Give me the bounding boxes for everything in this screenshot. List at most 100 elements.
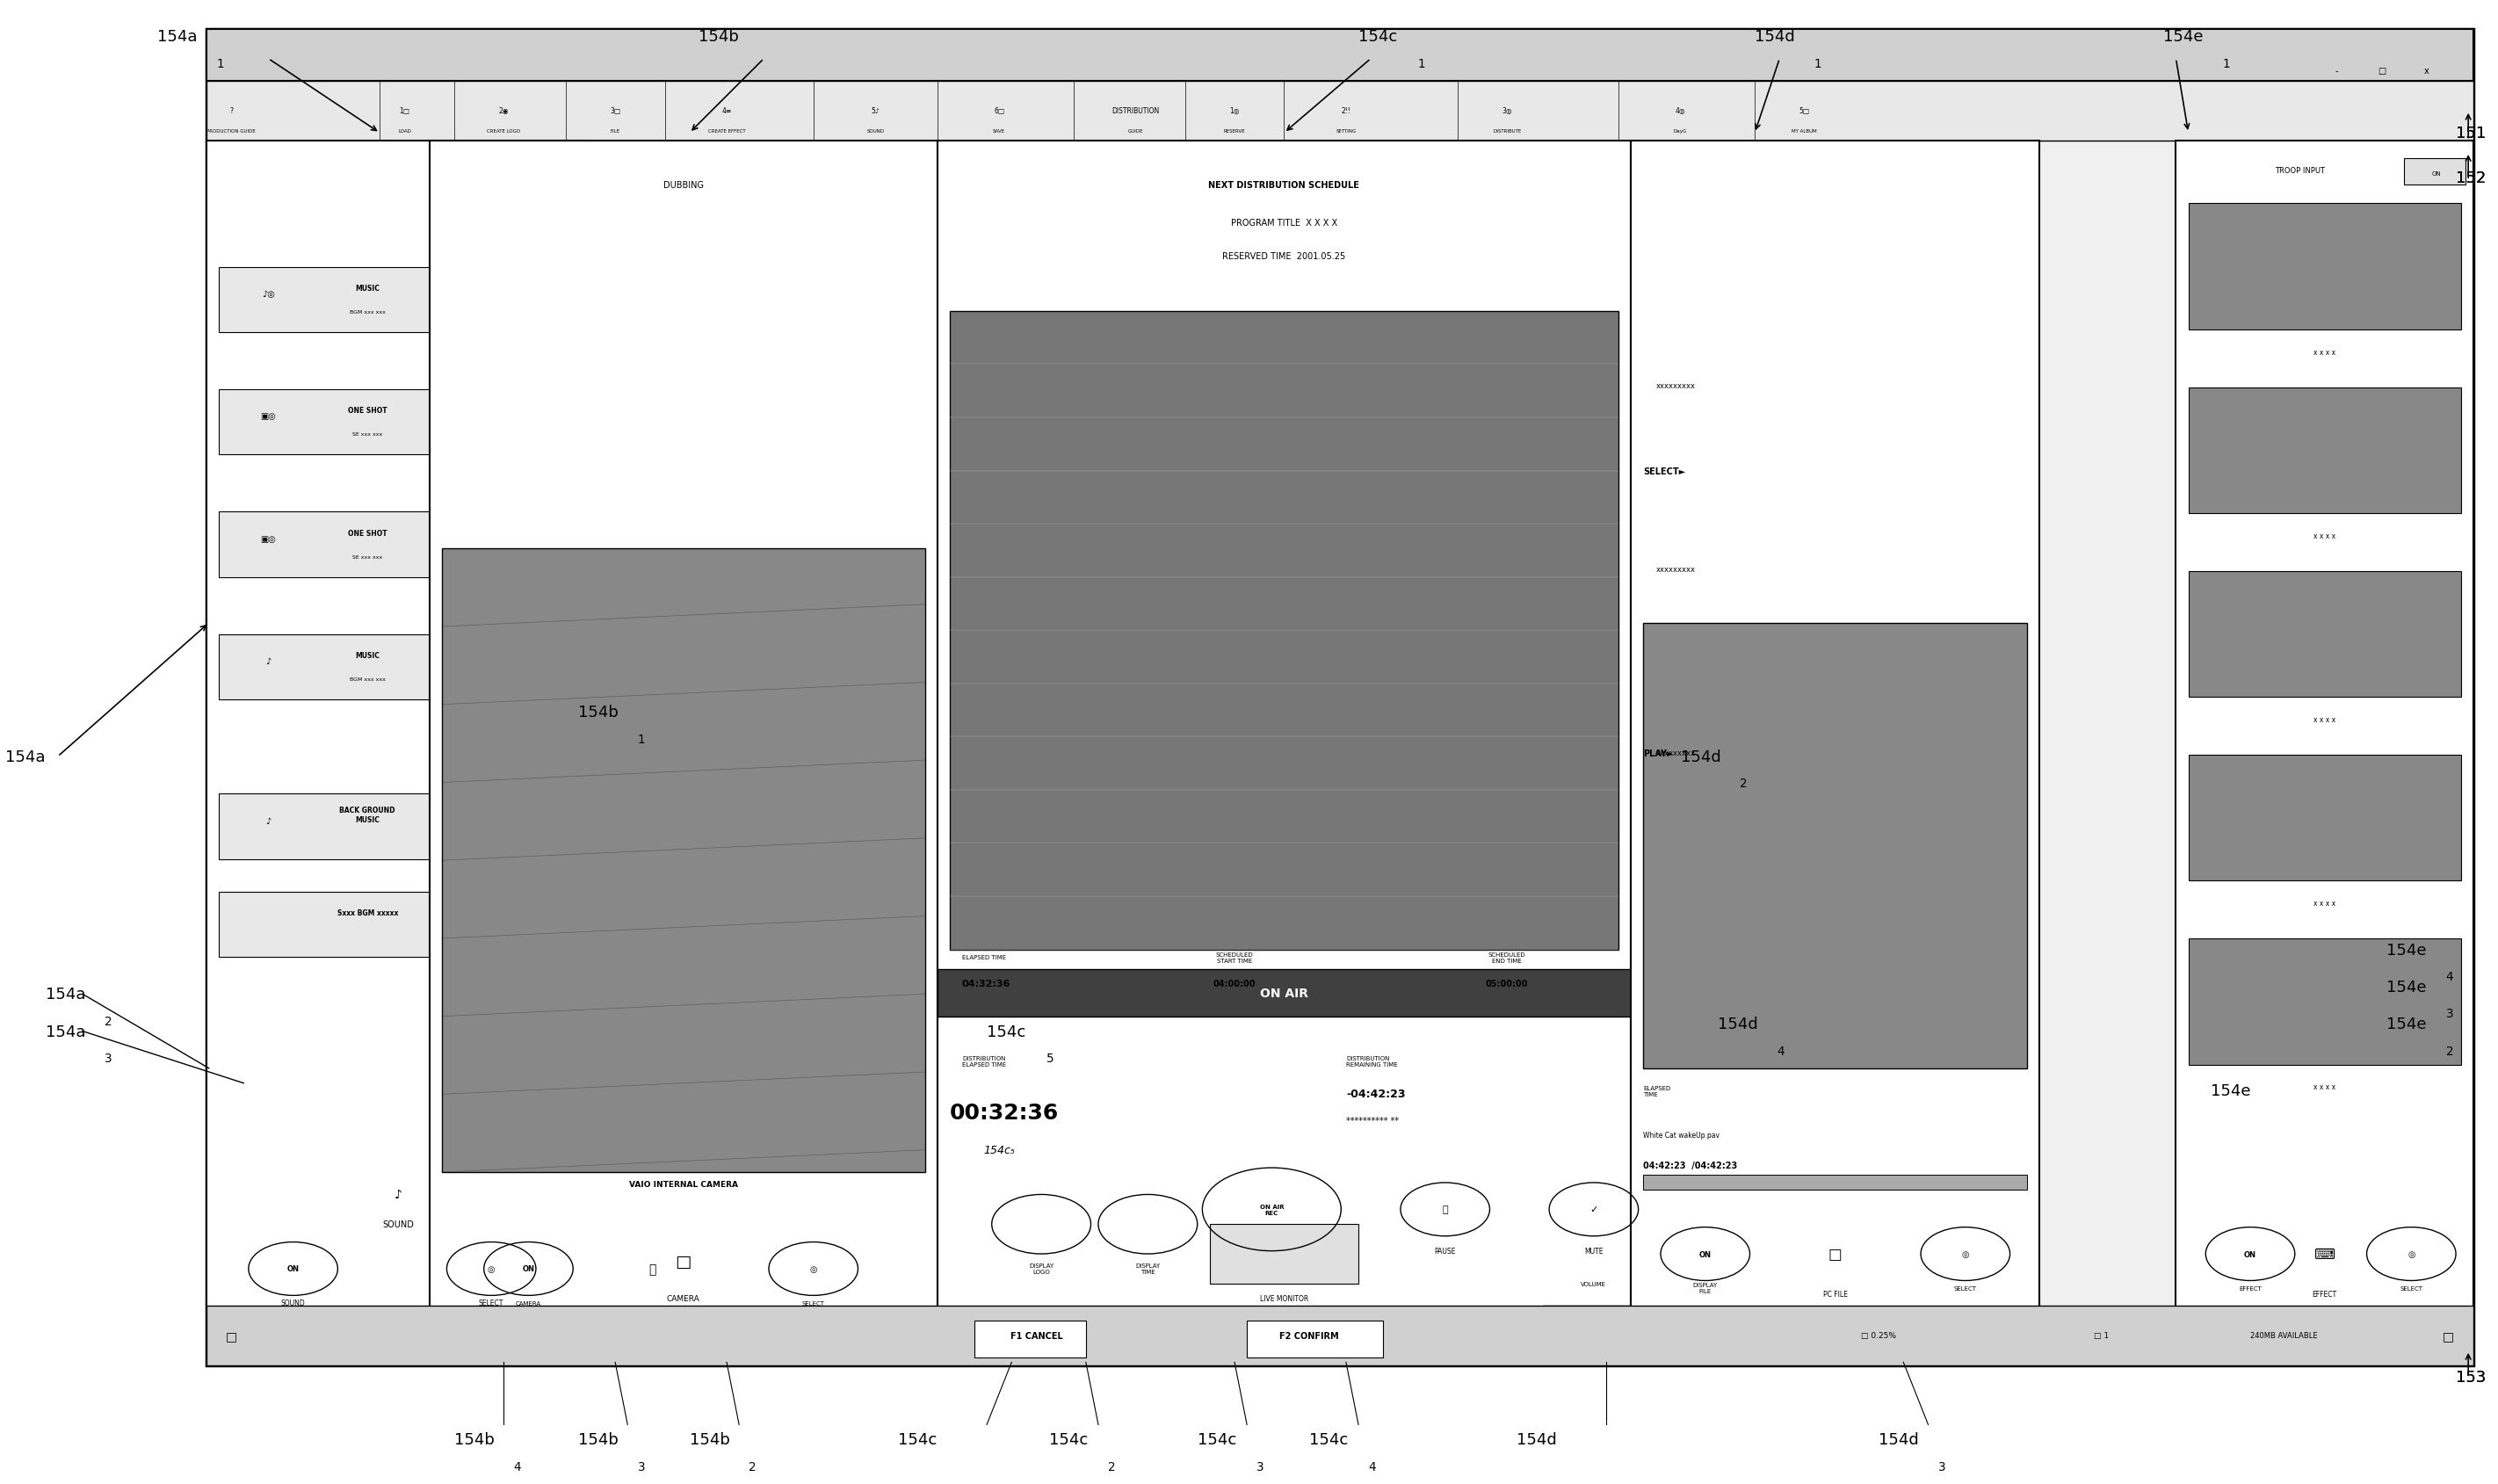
Text: SETTING: SETTING	[1336, 129, 1356, 134]
Text: 154b: 154b	[699, 30, 739, 45]
Text: 4: 4	[1776, 1045, 1784, 1057]
Text: 154b: 154b	[577, 705, 620, 720]
Text: 2!!: 2!!	[1341, 107, 1351, 116]
Text: 2: 2	[105, 1015, 112, 1027]
Text: 154c: 154c	[1197, 1432, 1237, 1447]
FancyBboxPatch shape	[430, 141, 937, 1365]
Text: SELECT: SELECT	[2401, 1285, 2423, 1291]
FancyBboxPatch shape	[1631, 141, 2041, 1365]
Text: 154b: 154b	[455, 1432, 495, 1447]
Text: SELECT: SELECT	[1953, 1285, 1976, 1291]
Text: RESERVE: RESERVE	[1224, 129, 1247, 134]
Text: 153: 153	[2456, 1370, 2486, 1385]
Text: CAMERA: CAMERA	[667, 1294, 699, 1303]
FancyBboxPatch shape	[937, 969, 1631, 1017]
Text: 154a: 154a	[45, 1024, 85, 1039]
Text: SE xxx xxx: SE xxx xxx	[352, 555, 382, 559]
FancyBboxPatch shape	[2188, 387, 2461, 513]
Text: 1: 1	[2223, 58, 2231, 70]
Text: 154c: 154c	[899, 1432, 937, 1447]
Text: SCHEDULED
START TIME: SCHEDULED START TIME	[1217, 951, 1254, 963]
FancyBboxPatch shape	[207, 141, 590, 1365]
Text: 3: 3	[105, 1052, 112, 1064]
Text: 1: 1	[1419, 58, 1426, 70]
Text: F1 CANCEL: F1 CANCEL	[1009, 1331, 1062, 1340]
Text: 154d: 154d	[1681, 749, 1721, 764]
Text: ♪◎: ♪◎	[262, 289, 275, 298]
Text: PRODUCTION GUIDE: PRODUCTION GUIDE	[207, 129, 255, 134]
Text: ◎: ◎	[2408, 1250, 2416, 1258]
FancyBboxPatch shape	[2403, 159, 2466, 186]
Text: PC FILE: PC FILE	[1824, 1290, 1849, 1298]
Text: GUIDE: GUIDE	[1127, 129, 1144, 134]
Text: CREATE EFFECT: CREATE EFFECT	[707, 129, 744, 134]
FancyBboxPatch shape	[2176, 141, 2473, 1365]
Text: x: x	[2423, 67, 2428, 76]
Text: ON AIR: ON AIR	[1259, 987, 1309, 999]
Text: 5♪: 5♪	[872, 107, 879, 116]
Text: 4≡: 4≡	[722, 107, 732, 116]
Text: SELECT: SELECT	[802, 1300, 824, 1306]
Text: ▣◎: ▣◎	[260, 534, 277, 543]
FancyBboxPatch shape	[937, 141, 1631, 1365]
Text: 3: 3	[2446, 1008, 2453, 1020]
Text: DayG: DayG	[1674, 129, 1686, 134]
FancyBboxPatch shape	[207, 82, 2473, 141]
Text: 2: 2	[1741, 778, 1749, 789]
Text: BGM xxx xxx: BGM xxx xxx	[350, 310, 385, 315]
Text: BGM xxx xxx: BGM xxx xxx	[350, 677, 385, 681]
Text: ♪: ♪	[395, 1189, 402, 1201]
Text: □: □	[674, 1252, 692, 1270]
Text: 🎙: 🎙	[649, 1263, 657, 1275]
FancyBboxPatch shape	[220, 635, 577, 700]
Text: 4◎: 4◎	[1676, 107, 1686, 116]
Text: 153: 153	[2456, 1370, 2486, 1385]
FancyBboxPatch shape	[207, 30, 2473, 82]
Text: xxxxxxxxx: xxxxxxxxx	[1656, 749, 1696, 757]
Text: 154c₅: 154c₅	[984, 1144, 1014, 1156]
Text: ON: ON	[1699, 1250, 1711, 1258]
Text: Sxxx BGM xxxxx: Sxxx BGM xxxxx	[337, 908, 397, 917]
Text: SE xxx xxx: SE xxx xxx	[352, 432, 382, 436]
Text: 1□: 1□	[400, 107, 410, 116]
Text: 154d: 154d	[1719, 1017, 1759, 1031]
Text: VOLUME: VOLUME	[1581, 1281, 1606, 1287]
FancyBboxPatch shape	[220, 267, 577, 332]
FancyBboxPatch shape	[1644, 1175, 2028, 1190]
Text: BACK GROUND
MUSIC: BACK GROUND MUSIC	[340, 806, 395, 824]
FancyBboxPatch shape	[207, 1306, 2473, 1365]
Text: RESERVED TIME  2001.05.25: RESERVED TIME 2001.05.25	[1222, 252, 1346, 261]
Text: 154e: 154e	[2386, 979, 2426, 994]
Text: 6□: 6□	[994, 107, 1004, 116]
Text: 2: 2	[749, 1460, 757, 1472]
Text: DISTRIBUTION
ELAPSED TIME: DISTRIBUTION ELAPSED TIME	[962, 1055, 1007, 1067]
Text: 2: 2	[2446, 1045, 2453, 1057]
Text: □: □	[2443, 1330, 2453, 1342]
Text: 151: 151	[2456, 126, 2486, 141]
Text: ONE SHOT: ONE SHOT	[347, 530, 387, 537]
Text: ON AIR
REC: ON AIR REC	[1259, 1204, 1284, 1215]
Text: LOAD: LOAD	[397, 129, 412, 134]
Text: DISPLAY
TIME: DISPLAY TIME	[1137, 1263, 1159, 1275]
Text: 154a: 154a	[5, 749, 45, 764]
FancyBboxPatch shape	[442, 549, 924, 1172]
Text: White Cat wakeUp.pav: White Cat wakeUp.pav	[1644, 1131, 1719, 1140]
Text: ⌨: ⌨	[2313, 1247, 2336, 1261]
Text: ELAPSED TIME: ELAPSED TIME	[962, 954, 1007, 960]
Text: NEXT DISTRIBUTION SCHEDULE: NEXT DISTRIBUTION SCHEDULE	[1209, 181, 1359, 190]
FancyBboxPatch shape	[220, 512, 577, 577]
Text: FILE: FILE	[610, 129, 620, 134]
Text: 3□: 3□	[610, 107, 620, 116]
Text: 154c: 154c	[1309, 1432, 1349, 1447]
Text: □ 1: □ 1	[2093, 1331, 2108, 1340]
FancyBboxPatch shape	[974, 1321, 1087, 1358]
Text: MUSIC: MUSIC	[355, 651, 380, 659]
Text: PROGRAM TITLE  X X X X: PROGRAM TITLE X X X X	[1232, 218, 1336, 227]
Text: ON: ON	[2243, 1250, 2256, 1258]
Text: □: □	[225, 1330, 237, 1342]
Text: SAVE: SAVE	[994, 129, 1004, 134]
FancyBboxPatch shape	[2188, 571, 2461, 697]
Text: 154a: 154a	[45, 987, 85, 1002]
FancyBboxPatch shape	[2188, 755, 2461, 881]
Text: 154d: 154d	[1878, 1432, 1918, 1447]
